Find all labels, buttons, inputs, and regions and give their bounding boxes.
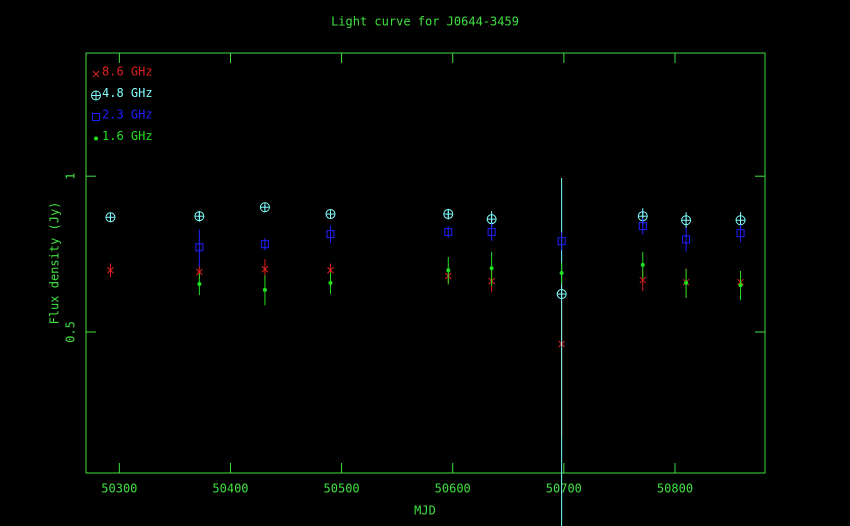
data-point bbox=[195, 243, 204, 252]
marker-part bbox=[559, 271, 564, 276]
data-point bbox=[195, 268, 203, 276]
marker-part bbox=[197, 282, 202, 287]
marker-part bbox=[684, 280, 689, 285]
data-point bbox=[556, 289, 567, 300]
marker-part bbox=[328, 280, 333, 285]
marker-part bbox=[738, 283, 743, 288]
data-point bbox=[735, 215, 746, 226]
data-point bbox=[639, 276, 647, 284]
x-axis-label: MJD bbox=[414, 504, 436, 518]
marker-part bbox=[262, 287, 267, 292]
legend-label: 4.8 GHz bbox=[102, 86, 153, 100]
marker-part bbox=[107, 266, 114, 274]
x-tick-label: 50500 bbox=[324, 482, 360, 496]
legend-marker bbox=[91, 90, 101, 101]
data-point bbox=[684, 280, 689, 285]
data-point bbox=[259, 202, 270, 213]
marker-part bbox=[261, 265, 269, 273]
marker-part bbox=[639, 276, 647, 284]
data-point bbox=[325, 209, 336, 220]
data-point bbox=[107, 266, 114, 274]
data-point bbox=[443, 209, 454, 220]
chart-title: Light curve for J0644-3459 bbox=[331, 15, 519, 29]
data-point bbox=[194, 211, 205, 222]
marker-part bbox=[195, 268, 203, 276]
legend-marker bbox=[92, 70, 100, 78]
data-point bbox=[682, 235, 691, 244]
marker-part bbox=[92, 113, 100, 121]
data-point bbox=[638, 222, 647, 231]
y-tick-label: 0.5 bbox=[64, 321, 78, 343]
marker-part bbox=[327, 266, 334, 274]
marker-part bbox=[487, 228, 496, 237]
data-point bbox=[557, 237, 566, 246]
marker-part bbox=[444, 228, 453, 237]
data-point bbox=[260, 240, 269, 249]
data-point bbox=[559, 271, 564, 276]
marker-part bbox=[260, 240, 269, 249]
x-tick-label: 50700 bbox=[546, 482, 582, 496]
data-point bbox=[486, 214, 497, 225]
data-point bbox=[328, 280, 333, 285]
data-point bbox=[487, 228, 496, 237]
plot-frame bbox=[85, 52, 766, 474]
marker-part bbox=[640, 262, 645, 267]
marker-part bbox=[94, 136, 98, 141]
legend-label: 8.6 GHz bbox=[102, 65, 153, 79]
data-point bbox=[444, 228, 453, 237]
marker-part bbox=[557, 237, 566, 246]
marker-part bbox=[682, 235, 691, 244]
x-tick-label: 50400 bbox=[212, 482, 248, 496]
data-point bbox=[738, 283, 743, 288]
data-point bbox=[446, 268, 451, 273]
data-point bbox=[197, 282, 202, 287]
data-point bbox=[326, 230, 335, 239]
data-point bbox=[261, 265, 269, 273]
y-axis-label: Flux density (Jy) bbox=[48, 202, 62, 325]
data-point bbox=[736, 229, 745, 238]
x-tick-label: 50800 bbox=[657, 482, 693, 496]
legend-marker bbox=[92, 113, 100, 121]
x-tick-label: 50600 bbox=[435, 482, 471, 496]
data-point bbox=[681, 215, 692, 226]
data-point bbox=[327, 266, 334, 274]
legend-label: 1.6 GHz bbox=[102, 129, 153, 143]
marker-part bbox=[92, 70, 100, 78]
marker-part bbox=[736, 229, 745, 238]
marker-part bbox=[195, 243, 204, 252]
legend-marker bbox=[94, 136, 98, 141]
marker-part bbox=[638, 222, 647, 231]
marker-part bbox=[326, 230, 335, 239]
legend-label: 2.3 GHz bbox=[102, 108, 153, 122]
data-point bbox=[105, 212, 116, 223]
y-tick-label: 1 bbox=[64, 173, 78, 180]
data-point bbox=[489, 266, 494, 271]
marker-part bbox=[446, 268, 451, 273]
data-point bbox=[640, 262, 645, 267]
x-tick-label: 50300 bbox=[101, 482, 137, 496]
data-point bbox=[262, 287, 267, 292]
marker-part bbox=[489, 266, 494, 271]
